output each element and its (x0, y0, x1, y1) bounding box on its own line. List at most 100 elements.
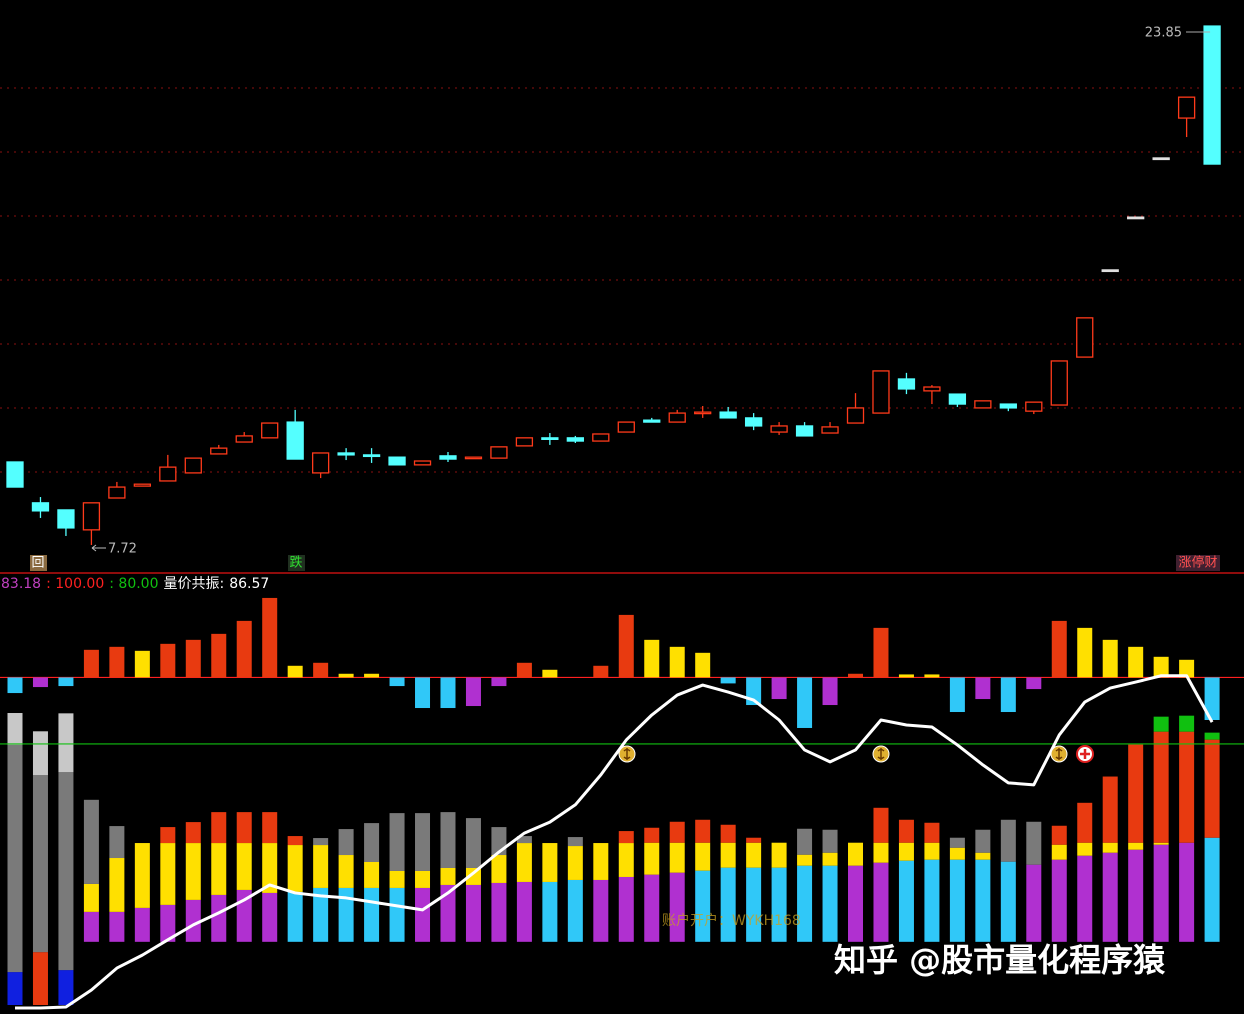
candle-body (57, 509, 75, 529)
stack-segment (1153, 731, 1169, 843)
candle-body (464, 456, 483, 460)
bar (771, 677, 787, 700)
stack-segment (211, 812, 227, 844)
stack-segment (1204, 941, 1220, 1010)
stack-segment (1128, 744, 1144, 843)
bar (83, 649, 99, 678)
candle-body (643, 419, 661, 423)
stack-segment (720, 941, 736, 1010)
stack-segment (415, 887, 431, 942)
signal-label: 跌 (289, 555, 302, 571)
indicator-line (15, 674, 1214, 1010)
stack-segment (7, 713, 23, 745)
stack-segment (83, 941, 99, 1010)
stack-segment (313, 887, 329, 942)
readout: 83.18 (1, 576, 41, 592)
stack-segment (848, 941, 864, 1010)
stack-segment (134, 907, 150, 942)
stack-segment (1179, 842, 1195, 942)
candle-body (872, 370, 890, 414)
bar (593, 665, 609, 678)
signal-box (1176, 555, 1220, 571)
stack-segment (797, 854, 813, 866)
candle-body (388, 456, 406, 466)
stack-segment (567, 837, 583, 847)
stack-segment (746, 941, 762, 1010)
stack-segment (1000, 861, 1016, 942)
bar (236, 620, 252, 678)
bar (32, 677, 48, 688)
stack-segment (924, 859, 940, 942)
bar (898, 674, 914, 678)
candle-body (999, 403, 1017, 409)
candle-body (770, 425, 788, 433)
stack-segment (338, 829, 354, 856)
candle-body (923, 386, 941, 392)
stack-segment (1102, 842, 1118, 853)
bar (1179, 659, 1195, 678)
readout: 86.57 (229, 576, 269, 592)
stack-segment (669, 842, 685, 873)
stack-segment (1077, 941, 1093, 1010)
stack-segment (873, 842, 889, 863)
stack-segment (949, 837, 965, 848)
stack-segment (287, 941, 303, 1010)
bar (313, 662, 329, 678)
stack-segment (1000, 819, 1016, 862)
stack-segment (109, 858, 125, 912)
candle-body (1025, 401, 1043, 412)
stack-segment (58, 970, 74, 1006)
stack-segment (949, 941, 965, 1010)
stack-segment (822, 852, 838, 866)
stack-segment (1179, 731, 1195, 843)
bar (873, 627, 889, 678)
bar (848, 673, 864, 678)
bar (669, 646, 685, 678)
stack-segment (720, 867, 736, 942)
bar (1051, 620, 1067, 678)
signal-icons (618, 745, 1094, 763)
stack-segment (593, 879, 609, 942)
stack-segment (771, 867, 787, 942)
stack-segment (83, 911, 99, 942)
stack-segment (58, 772, 74, 971)
stack-segment (440, 812, 456, 868)
stack-segment (1102, 852, 1118, 942)
stack-segment (236, 812, 252, 844)
stack-segment (185, 822, 201, 844)
stack-segment (1026, 864, 1042, 942)
stack-segment (695, 819, 711, 843)
stack-segment (898, 941, 914, 1010)
stack-segment (873, 862, 889, 942)
signal-label: 回 (31, 556, 44, 571)
candle-body (286, 421, 304, 460)
stack-segment (262, 843, 278, 893)
stack-segment (185, 941, 201, 1010)
stack-segment (32, 775, 48, 953)
stack-segment (771, 842, 787, 868)
candle-body (184, 457, 202, 474)
stack-segment (58, 713, 74, 773)
bar (1000, 677, 1016, 713)
stack-segment (440, 867, 456, 885)
bar (924, 674, 940, 678)
stack-segment (1153, 716, 1169, 732)
readout: 量价共振: (164, 576, 225, 592)
stack-segment (771, 941, 787, 1010)
bar (160, 643, 176, 678)
stack-segment (720, 842, 736, 868)
stack-segment (1077, 842, 1093, 856)
stack-segment (1102, 941, 1118, 1010)
stack-segment (1077, 855, 1093, 942)
stack-segment (720, 824, 736, 843)
stack-segment (618, 876, 634, 942)
watermark: 知乎 @股市量化程序猿 (834, 941, 1166, 979)
candle-body (362, 454, 381, 458)
candle-body (413, 460, 432, 466)
stack-segment (567, 879, 583, 942)
readout: : 80.00 (109, 576, 158, 592)
stack-segment (364, 941, 380, 1010)
stack-segment (848, 842, 864, 866)
bar (389, 677, 405, 687)
stack-segment (465, 884, 481, 942)
